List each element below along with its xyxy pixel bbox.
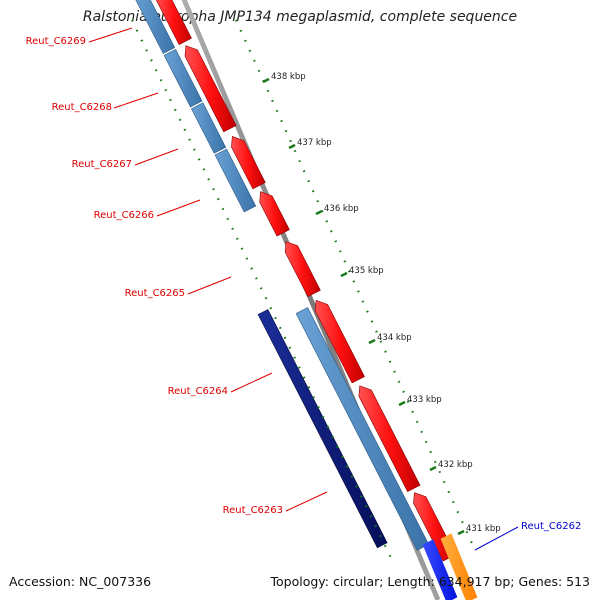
tick-label: 433 kbp (407, 395, 442, 405)
cds-feature[interactable] (184, 45, 237, 133)
left-scale-dots (131, 19, 393, 561)
gene-label[interactable]: Reut_C6265 (125, 288, 185, 299)
tick-label: 438 kbp (271, 72, 306, 82)
tick-mark (398, 400, 406, 407)
cds-feature[interactable] (231, 136, 266, 190)
gene-label-connector (134, 148, 179, 166)
cds-feature[interactable] (358, 385, 421, 492)
gene-labels: Reut_C6269 Reut_C6268 Reut_C6267 Reut_C6266… (26, 27, 581, 551)
gene-label[interactable]: Reut_C6269 (26, 36, 86, 47)
tick-mark (288, 143, 296, 150)
tick-label: 431 kbp (466, 524, 501, 534)
cds-feature[interactable] (284, 241, 321, 297)
gene-feature-blue[interactable] (422, 539, 458, 600)
gene-label-connector (474, 526, 519, 551)
gene-label-connector (187, 276, 232, 295)
gene-label-connector (156, 199, 201, 217)
tick-label: 434 kbp (377, 333, 412, 343)
tick-label: 432 kbp (438, 460, 473, 470)
cds-feature[interactable] (259, 191, 290, 237)
gene-label[interactable]: Reut_C6264 (168, 386, 228, 397)
tick-mark (262, 77, 270, 84)
cog-feature[interactable] (132, 0, 176, 54)
topology-summary: Topology: circular; Length: 634,917 bp; … (270, 574, 591, 589)
tick-mark (340, 271, 348, 278)
scale-ticks: 438 kbp 437 kbp 436 kbp 435 kbp 434 kbp 433 k… (131, 19, 501, 561)
gene-label[interactable]: Reut_C6268 (52, 102, 112, 113)
gene-label-connector (285, 491, 328, 512)
gene-label[interactable]: Reut_C6263 (223, 505, 283, 516)
gene-label[interactable]: Reut_C6266 (94, 210, 154, 221)
gene-label[interactable]: Reut_C6262 (521, 521, 581, 532)
cog-feature-navy[interactable] (257, 309, 388, 549)
cds-feature[interactable] (155, 0, 192, 46)
tick-label: 437 kbp (297, 138, 332, 148)
gene-label-connector (88, 27, 133, 43)
tick-label: 436 kbp (324, 204, 359, 214)
gene-label[interactable]: Reut_C6267 (72, 159, 132, 170)
tick-mark (429, 465, 437, 472)
cog-feature[interactable] (163, 48, 203, 108)
cds-feature[interactable] (314, 299, 365, 384)
cog-feature[interactable] (190, 102, 227, 154)
gene-label-connector (113, 92, 159, 109)
cog-feature[interactable] (214, 148, 257, 213)
gene-feature-orange[interactable] (440, 533, 478, 600)
accession-text: Accession: NC_007336 (9, 574, 152, 589)
gene-label-connector (230, 372, 273, 393)
tick-label: 435 kbp (349, 266, 384, 276)
feature-tracks (132, 0, 478, 600)
tick-mark (315, 209, 323, 216)
tick-mark (457, 529, 465, 536)
tick-mark (368, 338, 376, 345)
